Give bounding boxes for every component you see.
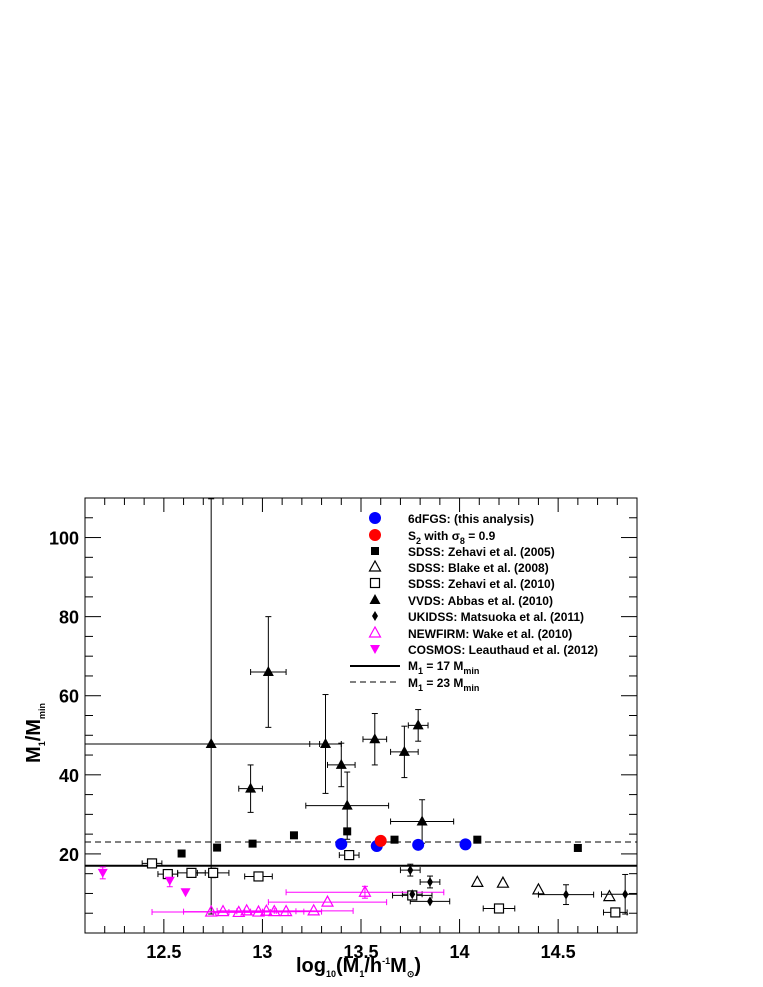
data-point-zehavi-2010-0 <box>146 858 158 869</box>
data-point-leauthaud-2012-2 <box>180 888 191 898</box>
data-point-wake-2010-3 <box>240 903 254 916</box>
legend: 6dFGS: (this analysis) S2 with σ8 = 0.9 … <box>350 512 598 693</box>
legend-marker-6dfgs <box>369 512 381 524</box>
plot-border <box>84 497 638 934</box>
legend-marker-blake-2008 <box>368 559 382 572</box>
data-point-wake-2010-0 <box>204 904 218 917</box>
y-axis-title: M1/Mmin <box>23 703 47 763</box>
data-point-matsuoka-2011-1 <box>409 889 416 900</box>
legend-entry-wake-2010: NEWFIRM: Wake et al. (2010) <box>408 627 572 641</box>
data-point-matsuoka-2011-4 <box>563 889 570 900</box>
legend-entry-blake-2008: SDSS: Blake et al. (2008) <box>408 561 549 575</box>
data-point-zehavi-2010-5 <box>344 849 355 861</box>
legend-marker-matsuoka-2011 <box>372 611 378 621</box>
error-bars <box>85 498 637 916</box>
legend-marker-abbas-2010 <box>369 594 381 604</box>
data-point-abbas-2010-7 <box>398 745 410 756</box>
y-tick-label-0: 20 <box>59 845 79 865</box>
data-point-zehavi-2005-5 <box>390 835 399 844</box>
data-point-abbas-2010-1 <box>245 782 257 793</box>
data-point-6dfgs-2 <box>412 838 425 851</box>
legend-marker-wake-2010 <box>368 625 382 638</box>
data-point-zehavi-2010-4 <box>253 871 264 882</box>
data-point-blake-2008-3 <box>602 889 616 902</box>
legend-entry-m1-17: M1 = 17 Mmin <box>408 659 479 676</box>
data-point-wake-2010-8 <box>307 903 321 916</box>
data-point-abbas-2010-3 <box>320 737 332 748</box>
data-point-leauthaud-2012-0 <box>97 868 108 878</box>
legend-entry-zehavi-2005: SDSS: Zehavi et al. (2005) <box>408 545 555 559</box>
data-point-abbas-2010-6 <box>369 733 381 744</box>
legend-entry-s2: S2 with σ8 = 0.9 <box>408 529 496 546</box>
x-tick-label-3: 14 <box>450 942 470 962</box>
y-tick-label-1: 40 <box>59 766 79 786</box>
legend-markers <box>350 512 400 683</box>
data-point-leauthaud-2012-1 <box>164 876 175 886</box>
data-point-6dfgs-3 <box>459 838 472 851</box>
legend-entry-6dfgs: 6dFGS: (this analysis) <box>408 512 534 526</box>
axes: 12.5 13 13.5 14 14.5 20 40 60 80 100 <box>49 497 638 962</box>
legend-entry-abbas-2010: VVDS: Abbas et al. (2010) <box>408 594 553 608</box>
data-point-zehavi-2010-2 <box>186 867 197 878</box>
legend-marker-zehavi-2005 <box>371 547 379 555</box>
data-point-wake-2010-7 <box>279 904 293 917</box>
legend-entry-m1-23: M1 = 23 Mmin <box>408 676 479 693</box>
data-point-wake-2010-6 <box>267 904 281 917</box>
data-point-wake-2010-4 <box>251 904 266 917</box>
data-point-abbas-2010-8 <box>412 719 424 730</box>
data-point-zehavi-2010-7 <box>493 903 505 914</box>
data-point-abbas-2010-0 <box>205 737 217 748</box>
y-tick-label-4: 100 <box>49 529 79 549</box>
data-point-wake-2010-9 <box>320 894 335 907</box>
data-point-abbas-2010-2 <box>262 666 274 676</box>
y-tick-label-2: 60 <box>59 687 79 707</box>
x-tick-label-1: 13 <box>252 942 272 962</box>
data-point-abbas-2010-9 <box>416 815 428 826</box>
data-point-wake-2010-5 <box>259 904 273 916</box>
data-point-matsuoka-2011-2 <box>427 876 433 887</box>
plot-frame <box>84 497 638 934</box>
y-tick-label-3: 80 <box>59 608 79 628</box>
data-point-zehavi-2010-3 <box>208 867 219 878</box>
reference-lines <box>85 841 637 867</box>
x-tick-label-0: 12.5 <box>146 942 181 962</box>
data-point-matsuoka-2011-0 <box>407 865 414 876</box>
data-point-s2-0 <box>374 834 387 847</box>
legend-marker-s2 <box>369 529 381 541</box>
data-point-blake-2008-0 <box>470 875 484 887</box>
data-point-zehavi-2005-1 <box>213 843 222 852</box>
legend-entry-leauthaud-2012: COSMOS: Leauthaud et al. (2012) <box>408 643 598 657</box>
legend-entry-matsuoka-2011: UKIDSS: Matsuoka et al. (2011) <box>408 610 584 624</box>
data-point-zehavi-2005-2 <box>248 839 257 848</box>
data-point-zehavi-2005-4 <box>343 827 352 836</box>
legend-entry-zehavi-2010: SDSS: Zehavi et al. (2010) <box>408 577 555 591</box>
data-point-matsuoka-2011-3 <box>427 896 433 907</box>
x-tick-label-2: 13.5 <box>343 942 378 962</box>
data-point-zehavi-2005-6 <box>473 835 482 844</box>
data-point-6dfgs-0 <box>335 838 348 851</box>
data-point-abbas-2010-5 <box>341 799 353 810</box>
data-point-wake-2010-2 <box>232 905 246 918</box>
x-tick-label-4: 14.5 <box>541 942 576 962</box>
legend-marker-zehavi-2010 <box>369 577 381 589</box>
data-point-zehavi-2010-8 <box>610 907 621 918</box>
data-point-blake-2008-2 <box>531 882 545 895</box>
data-point-wake-2010-1 <box>216 904 230 917</box>
x-axis-title: log10(M1/h-1M⊙) <box>296 955 421 979</box>
legend-marker-leauthaud-2012 <box>370 645 380 654</box>
data-point-zehavi-2005-0 <box>177 849 186 858</box>
data-point-zehavi-2005-7 <box>573 843 582 852</box>
data-point-zehavi-2005-3 <box>289 831 298 840</box>
data-point-blake-2008-1 <box>496 875 510 888</box>
data-point-abbas-2010-4 <box>335 758 347 769</box>
data-markers <box>97 666 629 918</box>
data-point-matsuoka-2011-5 <box>622 889 629 900</box>
data-point-wake-2010-10 <box>358 885 372 897</box>
